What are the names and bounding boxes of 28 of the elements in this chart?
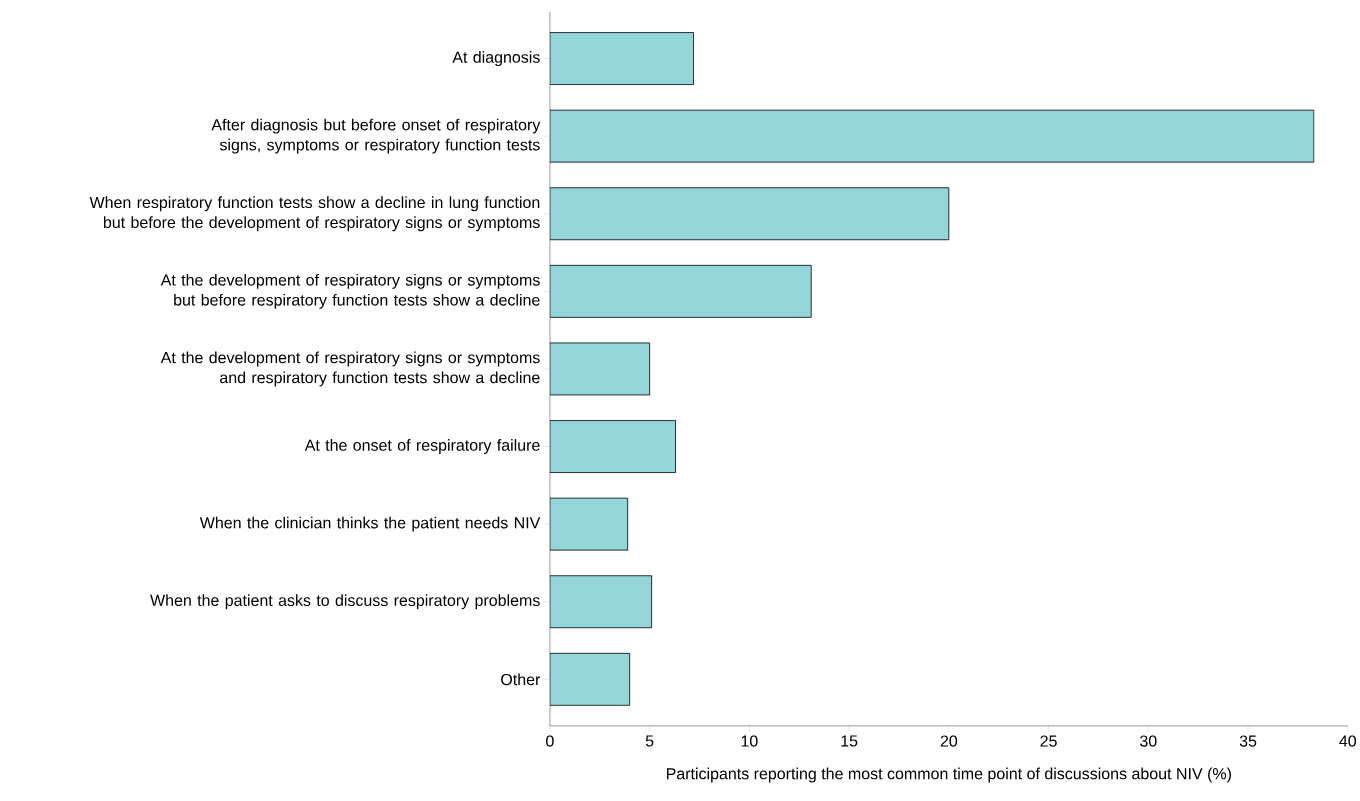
x-tick-label: 40 bbox=[1339, 735, 1357, 747]
bar bbox=[549, 32, 694, 86]
y-tick-label: At diagnosis bbox=[452, 51, 540, 67]
y-tick-label: When respiratory function tests show a decline in lung function but before the development of respiratory signs or symptoms bbox=[89, 196, 540, 232]
bar bbox=[549, 652, 631, 706]
y-tick-label: At the development of respiratory signs or symptoms and respiratory function tests show a decline bbox=[160, 351, 540, 387]
x-axis-title: Participants reporting the most common time point of discussions about NIV (%) bbox=[666, 767, 1231, 783]
y-tick-label: After diagnosis but before onset of respiratory signs, symptoms or respiratory function tests bbox=[211, 118, 541, 154]
y-tick-label: Other bbox=[501, 673, 541, 686]
y-tick-label: At the onset of respiratory failure bbox=[304, 439, 540, 455]
bar bbox=[549, 109, 1315, 163]
x-tick-label: 35 bbox=[1239, 735, 1257, 747]
x-tick-label: 15 bbox=[841, 735, 858, 747]
bar bbox=[549, 575, 653, 629]
x-tick-label: 20 bbox=[940, 735, 958, 747]
bar bbox=[549, 420, 676, 473]
bar bbox=[549, 342, 651, 396]
y-tick-label: At the development of respiratory signs or symptoms but before respiratory function tests show a decline bbox=[160, 273, 540, 309]
y-tick-label: When the patient asks to discuss respiratory problems bbox=[150, 594, 540, 610]
y-tick-label: When the clinician thinks the patient needs NIV bbox=[199, 516, 541, 532]
x-tick-label: 0 bbox=[546, 735, 554, 747]
x-tick-label: 10 bbox=[741, 735, 758, 747]
x-tick-label: 30 bbox=[1140, 735, 1157, 747]
x-tick-label: 5 bbox=[645, 735, 654, 747]
bar bbox=[549, 187, 950, 241]
x-tick-label: 25 bbox=[1040, 735, 1057, 747]
bar bbox=[549, 265, 812, 318]
bar bbox=[549, 497, 629, 551]
